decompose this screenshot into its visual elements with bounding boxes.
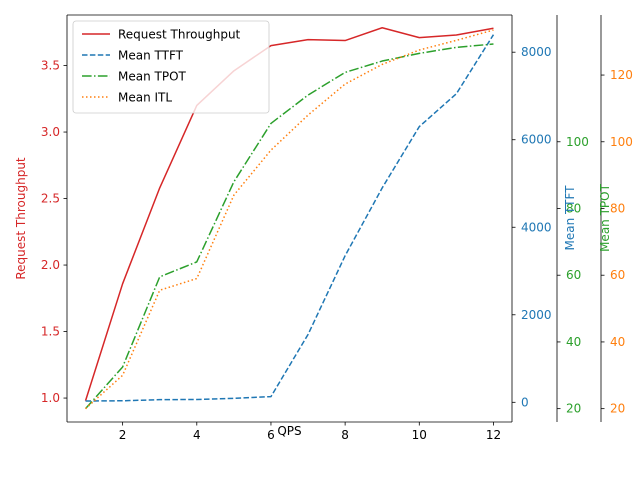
legend-label: Mean TTFT [118, 49, 184, 63]
legend-label: Request Throughput [118, 28, 241, 42]
right1-tick-label: 8000 [521, 45, 552, 59]
x-tick-label: 12 [486, 428, 501, 442]
right3-tick-label: 60 [610, 268, 625, 282]
right2-tick-label: 20 [566, 402, 581, 416]
legend-label: Mean TPOT [118, 70, 187, 84]
right2-tick-label: 100 [566, 135, 589, 149]
left-tick-label: 1.0 [41, 391, 60, 405]
series-line-mean-ttft [85, 34, 495, 402]
x-tick-label: 2 [119, 428, 127, 442]
right3-tick-label: 40 [610, 335, 625, 349]
right3-tick-label: 120 [610, 68, 633, 82]
x-tick-label: 4 [193, 428, 201, 442]
legend-label: Mean ITL [118, 91, 172, 105]
x-tick-label: 6 [267, 428, 275, 442]
left-tick-label: 1.5 [41, 325, 60, 339]
right1-tick-label: 2000 [521, 308, 552, 322]
right1-axis-label: Mean TTFT [563, 185, 577, 251]
left-axis-label: Request Throughput [14, 157, 28, 280]
left-tick-label: 3.5 [41, 59, 60, 73]
x-tick-label: 10 [412, 428, 427, 442]
right2-tick-label: 60 [566, 268, 581, 282]
right1-tick-label: 4000 [521, 220, 552, 234]
left-tick-label: 3.0 [41, 125, 60, 139]
right3-tick-label: 80 [610, 201, 625, 215]
right1-tick-label: 0 [521, 395, 529, 409]
right3-tick-label: 100 [610, 135, 633, 149]
left-tick-label: 2.5 [41, 192, 60, 206]
left-tick-label: 2.0 [41, 258, 60, 272]
series-line-request-throughput [84, 27, 494, 401]
series-line-mean-itl [85, 29, 494, 410]
legend-box [72, 20, 270, 114]
x-tick-label: 8 [341, 428, 349, 442]
right3-tick-label: 20 [610, 402, 625, 416]
series-line-mean-tpot [84, 43, 494, 410]
right2-tick-label: 40 [566, 335, 581, 349]
x-axis-label: QPS [277, 424, 301, 438]
right1-tick-label: 6000 [521, 133, 552, 147]
right2-axis-label: Mean TPOT [598, 183, 612, 252]
right2-tick-label: 80 [566, 201, 581, 215]
